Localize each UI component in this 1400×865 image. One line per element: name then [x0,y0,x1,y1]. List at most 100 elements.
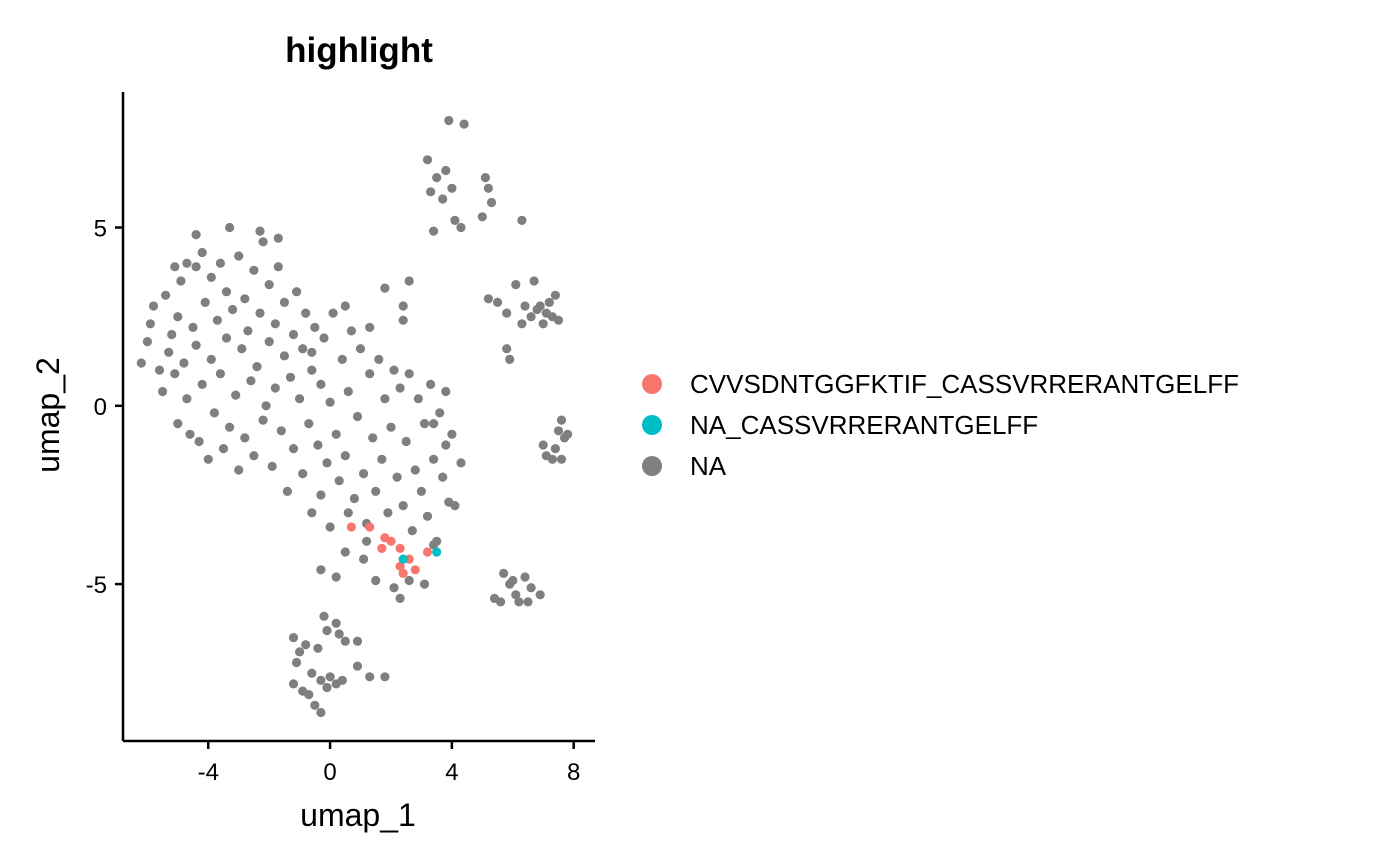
scatter-point [502,308,512,318]
scatter-point [398,301,408,311]
scatter-point [365,369,375,379]
scatter-point [240,433,250,443]
scatter-point [142,337,152,347]
scatter-point [429,454,439,464]
scatter-point [164,347,174,357]
scatter-point [310,700,320,710]
scatter-point [410,565,420,575]
scatter-point [547,454,558,464]
scatter-point [395,593,405,604]
scatter-point [444,115,454,126]
scatter-point [307,508,317,518]
scatter-point [371,486,381,496]
scatter-point [477,212,487,222]
scatter-point [304,419,314,429]
scatter-point [395,383,405,393]
scatter-point [243,326,253,336]
scatter-point [331,618,341,628]
scatter-point [228,304,238,315]
scatter-point [218,444,229,454]
x-axis-title: umap_1 [300,797,416,833]
scatter-point [288,329,299,340]
scatter-point [252,362,262,372]
scatter-point [136,358,146,368]
scatter-point [429,226,439,236]
scatter-point [255,226,265,236]
scatter-point [355,344,366,354]
scatter-point [288,679,299,689]
scatter-point [529,276,539,286]
scatter-point [295,647,305,657]
scatter-point [264,280,274,290]
scatter-point [197,247,207,258]
scatter-point [319,333,329,343]
scatter-point [365,522,375,532]
scatter-point [456,222,466,233]
scatter-point [301,308,311,318]
scatter-point [194,436,204,447]
scatter-point [221,287,232,297]
y-tick-label: 0 [94,394,107,421]
scatter-point [176,276,186,286]
scatter-point [301,640,311,650]
scatter-point [374,354,384,364]
scatter-point [419,579,430,589]
scatter-point [426,379,436,389]
scatter-point [535,590,545,600]
scatter-point [389,583,399,593]
scatter-point [432,547,442,557]
scatter-point [386,536,396,546]
scatter-point [447,183,457,193]
scatter-point [161,290,171,300]
scatter-point [261,401,271,411]
scatter-point [496,597,506,607]
scatter-point [340,636,350,646]
scatter-point [447,429,457,439]
scatter-point [340,451,350,461]
y-tick-label: -5 [86,572,107,599]
scatter-point [316,565,326,575]
scatter-point [413,394,423,404]
scatter-point [441,165,451,176]
scatter-point [328,308,338,318]
scatter-point [380,283,390,293]
scatter-point [203,454,213,464]
scatter-point [340,547,350,557]
legend-label: NA [690,451,727,481]
scatter-point [517,215,527,225]
scatter-point [553,315,564,325]
scatter-point [435,408,445,418]
scatter-point [517,319,527,329]
scatter-point [359,554,369,564]
scatter-point [550,444,561,454]
scatter-point [362,536,372,546]
legend: CVVSDNTGGFKTIF_CASSVRRERANTGELFF NA_CASSV… [642,369,1239,481]
scatter-point [422,511,433,521]
scatter-point [191,340,201,350]
scatter-point [380,672,390,682]
scatter-point [322,682,332,693]
scatter-point [225,422,235,432]
scatter-point [535,301,545,311]
scatter-point [416,486,426,496]
scatter-point [292,287,302,297]
scatter-point [389,365,399,375]
scatter-point [145,319,155,329]
scatter-point [523,597,533,607]
scatter-point [307,347,317,357]
legend-label: NA_CASSVRRERANTGELFF [690,410,1038,440]
x-ticks: -4 0 4 8 [198,741,580,786]
y-tick-label: 5 [94,216,107,243]
scatter-point [221,333,232,343]
scatter-point [526,312,536,322]
scatter-point [264,337,274,347]
scatter-point [200,297,210,307]
legend-label: CVVSDNTGGFKTIF_CASSVRRERANTGELFF [690,369,1239,399]
scatter-point [563,429,573,439]
scatter-point [526,583,536,593]
chart-title: highlight [285,31,433,70]
scatter-point [206,272,216,282]
scatter-point [365,672,375,682]
scatter-point [298,686,308,696]
